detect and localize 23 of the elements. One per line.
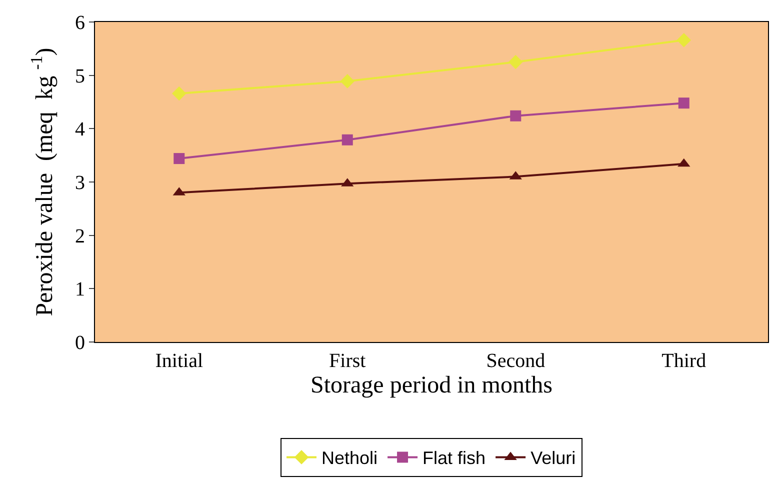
point xyxy=(340,74,355,88)
legend-label: Veluri xyxy=(530,448,576,468)
y-tick-label: 0 xyxy=(75,332,85,354)
point xyxy=(174,153,185,164)
point xyxy=(342,134,353,146)
point xyxy=(172,86,186,101)
y-tick-label: 3 xyxy=(75,172,85,194)
point xyxy=(508,54,523,70)
x-axis-title: Storage period in months xyxy=(310,372,552,398)
x-tick-label: Initial xyxy=(155,350,204,372)
point xyxy=(510,110,522,122)
y-tick-label: 5 xyxy=(75,65,85,88)
y-tick-label: 6 xyxy=(75,12,85,34)
x-tick-label: Second xyxy=(486,350,546,372)
y-tick-label: 1 xyxy=(75,278,85,301)
y-tick-label: 2 xyxy=(75,225,85,248)
y-tick-label: 4 xyxy=(75,118,85,141)
point xyxy=(676,32,692,48)
legend-label: Flat fish xyxy=(422,448,486,468)
legend-label: Netholi xyxy=(322,448,378,468)
x-tick-label: First xyxy=(329,350,366,372)
point xyxy=(678,98,690,109)
x-tick-label: Third xyxy=(662,350,706,372)
